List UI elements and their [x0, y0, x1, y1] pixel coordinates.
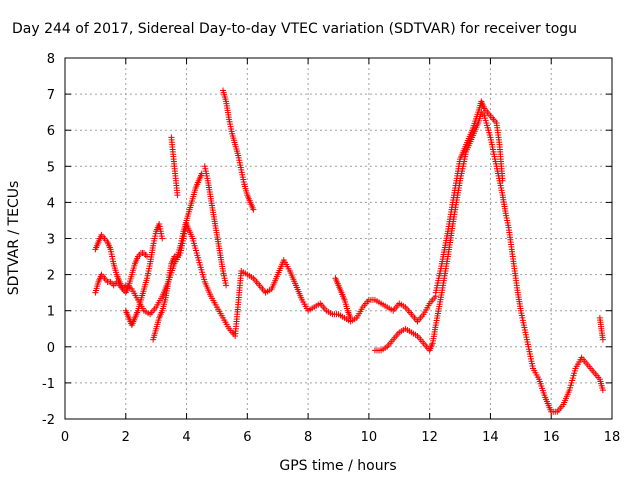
- x-tick-label: 14: [482, 430, 499, 445]
- series-B: [92, 231, 151, 296]
- x-tick-label: 6: [243, 430, 251, 445]
- data-point: [499, 177, 506, 184]
- y-tick-label: 0: [47, 341, 55, 356]
- series-E: [168, 134, 181, 199]
- x-tick-label: 18: [604, 430, 621, 445]
- series-I: [432, 98, 506, 296]
- x-tick-label: 2: [122, 430, 130, 445]
- y-tick-label: 3: [47, 233, 55, 248]
- series-H: [371, 109, 606, 415]
- data-point: [174, 192, 181, 199]
- series-J: [332, 275, 354, 321]
- y-tick-label: 7: [47, 88, 55, 103]
- series-D: [150, 170, 205, 343]
- y-axis-label: SDTVAR / TECUs: [6, 181, 22, 296]
- y-tick-label: 1: [47, 305, 55, 320]
- data-point: [250, 206, 257, 213]
- x-tick-labels: 0 2 4 6 8 10 12 14 16 18: [61, 430, 620, 445]
- x-axis-label: GPS time / hours: [279, 458, 396, 474]
- series-C: [122, 221, 166, 329]
- x-tick-label: 16: [543, 430, 560, 445]
- data-point: [159, 235, 166, 242]
- series-G: [220, 87, 257, 213]
- x-tick-label: 8: [304, 430, 312, 445]
- axis-ticks: [64, 57, 613, 420]
- data-point: [599, 336, 606, 343]
- x-tick-label: 4: [182, 430, 190, 445]
- y-tick-label: 6: [47, 124, 55, 139]
- y-tick-label: -1: [42, 377, 55, 392]
- y-tick-label: -2: [42, 413, 55, 428]
- y-tick-label: 5: [47, 160, 55, 175]
- data-point: [347, 314, 354, 321]
- series-K: [596, 314, 606, 343]
- x-tick-label: 10: [361, 430, 378, 445]
- y-tick-label: 2: [47, 269, 55, 284]
- y-tick-label: 8: [47, 52, 55, 67]
- grid-lines: [65, 58, 612, 419]
- plot-frame: [64, 57, 613, 420]
- y-tick-label: 4: [47, 196, 55, 211]
- x-tick-label: 12: [421, 430, 438, 445]
- chart-title: Day 244 of 2017, Sidereal Day-to-day VTE…: [12, 21, 577, 37]
- data-point: [599, 387, 606, 394]
- series-F: [201, 163, 230, 289]
- x-tick-label: 0: [61, 430, 69, 445]
- y-tick-labels: -2 -1 0 1 2 3 4 5 6 7 8: [42, 52, 55, 428]
- data-point: [223, 282, 230, 289]
- data-points: [92, 87, 606, 415]
